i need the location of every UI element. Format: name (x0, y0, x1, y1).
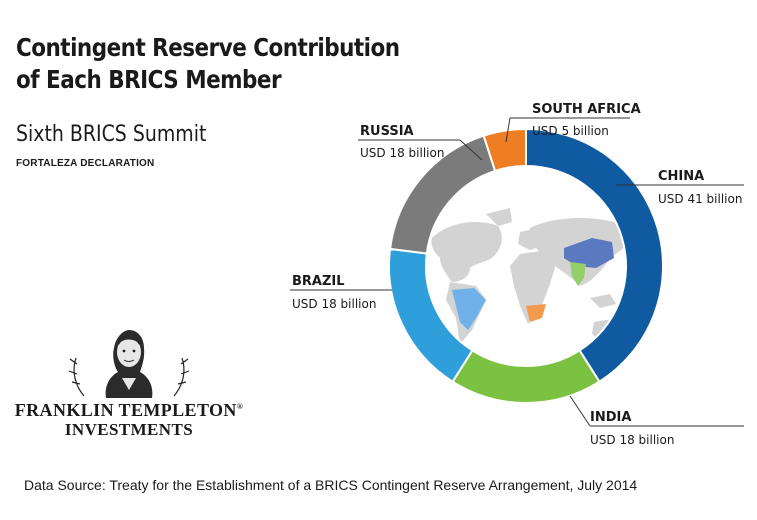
franklin-templeton-logo: FRANKLIN TEMPLETON® INVESTMENTS (14, 326, 244, 446)
subtitle: Sixth BRICS Summit (16, 122, 207, 147)
india-label-name: INDIA (590, 410, 631, 425)
south-africa-label-name: SOUTH AFRICA (532, 102, 641, 117)
title-line-1: Contingent Reserve Contribution (16, 33, 400, 62)
country-highlights (452, 238, 614, 330)
india-leader-line (569, 395, 591, 427)
portrait-medallion-icon (68, 330, 190, 398)
logo-line-2: INVESTMENTS (64, 420, 194, 439)
logo-line-1: FRANKLIN TEMPLETON® (14, 400, 244, 421)
title-line-2: of Each BRICS Member (16, 65, 282, 94)
brazil-label-name: BRAZIL (292, 274, 345, 289)
russia-label-value: USD 18 billion (360, 146, 444, 160)
india-label-value: USD 18 billion (590, 433, 674, 447)
registered-mark: ® (236, 402, 244, 411)
russia-leader-connector (459, 139, 483, 161)
china-label-name: CHINA (658, 169, 704, 184)
world-map-icon (431, 208, 630, 344)
subnote: FORTALEZA DECLARATION (16, 158, 155, 169)
south-africa-leader-connector (505, 117, 511, 143)
data-source-note: Data Source: Treaty for the Establishmen… (24, 477, 638, 493)
donut-slice-south-africa (482, 127, 527, 173)
donut-slices (388, 127, 664, 404)
donut-slice-china (525, 127, 664, 384)
russia-label-name: RUSSIA (360, 124, 414, 139)
logo-line-1-text: FRANKLIN TEMPLETON (14, 400, 237, 420)
chart-title: Contingent Reserve Contribution of Each … (16, 32, 400, 96)
south-africa-label-value: USD 5 billion (532, 124, 609, 138)
donut-slice-india (451, 349, 601, 404)
brazil-label-value: USD 18 billion (292, 297, 376, 311)
china-label-value: USD 41 billion (658, 192, 742, 206)
slice-labels: CHINA USD 41 billion INDIA USD 18 billio… (290, 102, 744, 447)
